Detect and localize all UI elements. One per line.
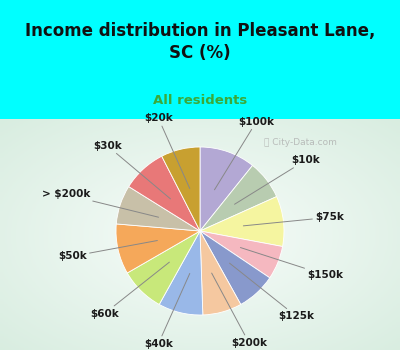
Text: All residents: All residents: [153, 94, 247, 107]
Wedge shape: [200, 197, 284, 246]
Text: > $200k: > $200k: [42, 189, 158, 217]
Text: $125k: $125k: [230, 263, 314, 321]
Text: $10k: $10k: [234, 155, 320, 204]
Wedge shape: [200, 166, 277, 231]
Text: $30k: $30k: [93, 141, 170, 199]
Wedge shape: [159, 231, 203, 315]
Text: $40k: $40k: [144, 273, 190, 349]
Text: $60k: $60k: [90, 262, 169, 318]
Wedge shape: [116, 224, 200, 273]
Wedge shape: [127, 231, 200, 304]
Text: ⓘ City-Data.com: ⓘ City-Data.com: [264, 138, 336, 147]
Wedge shape: [200, 231, 241, 315]
Wedge shape: [200, 147, 252, 231]
Wedge shape: [200, 231, 282, 278]
Text: $150k: $150k: [240, 247, 343, 280]
Wedge shape: [116, 187, 200, 231]
Text: $200k: $200k: [212, 273, 267, 348]
Text: $20k: $20k: [144, 113, 190, 189]
Wedge shape: [200, 231, 270, 304]
Wedge shape: [162, 147, 200, 231]
Text: $75k: $75k: [243, 212, 344, 226]
Text: Income distribution in Pleasant Lane,
SC (%): Income distribution in Pleasant Lane, SC…: [25, 22, 375, 62]
Text: $50k: $50k: [58, 240, 157, 261]
Text: $100k: $100k: [214, 117, 274, 190]
Wedge shape: [129, 156, 200, 231]
